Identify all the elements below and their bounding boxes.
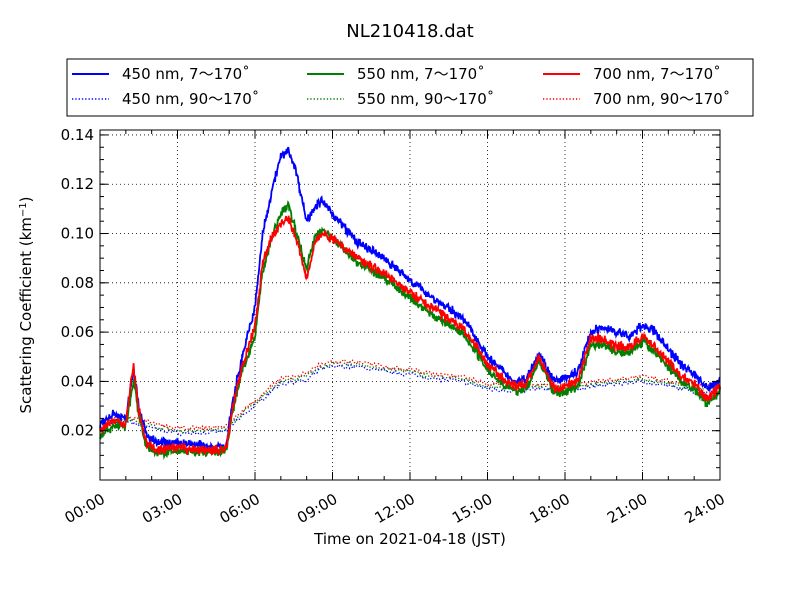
series-line: [99, 215, 721, 456]
y-axis-label: Scattering Coefficient (km−1): [17, 196, 35, 413]
chart-title: NL210418.dat: [346, 21, 473, 42]
series-line: [99, 199, 721, 461]
x-tick-label: 18:00: [527, 490, 573, 527]
x-tick-label: 06:00: [217, 490, 263, 527]
x-tick-label: 21:00: [604, 490, 650, 527]
x-tick-label: 12:00: [372, 490, 418, 527]
ticks: 00:00 03:00 06:00 09:00 12:00 15:00 18:00 21:00…: [61, 126, 728, 527]
legend-label: 450 nm, 90～170˚: [122, 90, 259, 108]
x-tick-label: 24:00: [682, 490, 728, 527]
series-line: [99, 360, 721, 434]
y-tick-label: 0.10: [61, 225, 94, 243]
y-tick-label: 0.02: [61, 422, 94, 440]
y-axis-label-close: ): [17, 196, 35, 202]
y-tick-label: 0.12: [61, 175, 94, 193]
y-axis-label-sup: −1: [18, 202, 29, 217]
series-layer: [99, 146, 721, 461]
legend-label: 700 nm, 90～170˚: [593, 90, 730, 108]
legend: 450 nm, 7～170˚ 450 nm, 90～170˚ 550 nm, 7～1…: [66, 58, 754, 117]
legend-label: 550 nm, 7～170˚: [357, 65, 485, 83]
series-line: [99, 146, 721, 453]
x-tick-label: 00:00: [62, 490, 108, 527]
y-tick-label: 0.14: [61, 126, 94, 144]
legend-label: 450 nm, 7～170˚: [122, 65, 250, 83]
y-tick-label: 0.08: [61, 274, 94, 292]
x-axis-label: Time on 2021-04-18 (JST): [313, 530, 506, 548]
y-tick-label: 0.06: [61, 323, 94, 341]
x-tick-label: 09:00: [294, 490, 340, 527]
y-tick-label: 0.04: [61, 372, 94, 390]
series-line: [99, 363, 721, 437]
grid: [100, 130, 720, 480]
y-axis-label-main: Scattering Coefficient (km: [17, 217, 35, 413]
legend-label: 700 nm, 7～170˚: [593, 65, 721, 83]
x-tick-label: 03:00: [139, 490, 185, 527]
legend-label: 550 nm, 90～170˚: [357, 90, 494, 108]
legend-box: [66, 58, 754, 117]
x-tick-label: 15:00: [449, 490, 495, 527]
